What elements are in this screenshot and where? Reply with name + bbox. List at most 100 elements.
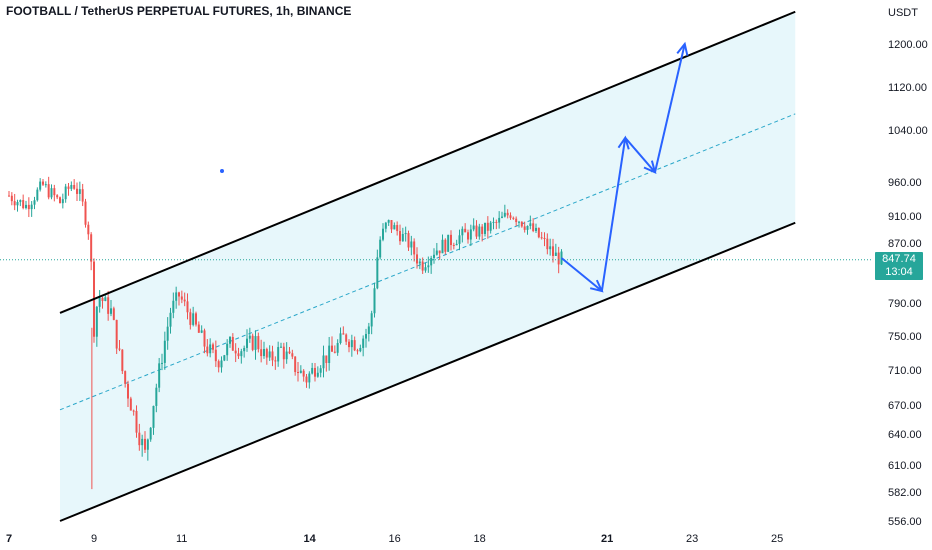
candle-body — [240, 351, 243, 357]
candle-body — [308, 373, 311, 383]
candle-body — [401, 234, 404, 242]
price-axis[interactable]: USDT 1200.00 1120.00 1040.00 960.00 910.00 870… — [888, 7, 928, 528]
candle-body — [195, 313, 197, 325]
candle-body — [387, 220, 390, 223]
price-tick-label: 750.00 — [888, 331, 922, 343]
candle-body — [178, 292, 180, 297]
candle-body — [268, 351, 271, 358]
candle-body — [10, 195, 13, 202]
candle-body — [78, 189, 81, 194]
candle-body — [546, 238, 549, 250]
time-axis[interactable]: 7 9 11 14 16 18 21 23 25 — [6, 533, 783, 545]
candle-body — [484, 222, 486, 234]
candle-body — [44, 184, 47, 186]
candle-body — [404, 233, 407, 235]
candle-body — [367, 326, 370, 334]
candle-body — [104, 297, 107, 302]
candle-body — [189, 312, 192, 325]
candle-body — [297, 372, 299, 374]
candle-body — [59, 197, 61, 204]
projection-arrow-3 — [624, 137, 656, 173]
candle-body — [107, 297, 110, 314]
candle-body — [115, 319, 118, 349]
candle-body — [469, 229, 472, 240]
date-tick-label: 18 — [474, 533, 486, 545]
price-tick-label: 870.00 — [888, 238, 922, 250]
candle-body — [515, 218, 518, 223]
candle-body — [246, 338, 248, 348]
candle-body — [336, 343, 339, 353]
price-tick-label: 582.00 — [888, 487, 922, 499]
candle-body — [549, 246, 552, 250]
candle-body — [342, 333, 345, 335]
candle-body — [421, 261, 424, 271]
candle-body — [254, 336, 257, 350]
candle-body — [393, 225, 396, 230]
candle-body — [274, 360, 277, 362]
candle-body — [376, 257, 379, 289]
price-tick-label: 1120.00 — [888, 82, 927, 94]
candle-body — [135, 410, 138, 433]
candle-body — [291, 353, 294, 357]
candle-body — [237, 353, 240, 357]
candle-body — [132, 410, 135, 412]
candle-body — [180, 296, 183, 300]
candle-body — [25, 204, 27, 209]
candle-body — [333, 351, 336, 353]
candle-body — [223, 355, 226, 361]
candle-body — [217, 361, 220, 368]
date-tick-label: 14 — [304, 533, 317, 545]
candle-body — [424, 267, 427, 271]
projection-arrow-2 — [600, 137, 627, 292]
candle-body — [192, 313, 195, 325]
candle-body — [481, 226, 484, 234]
candle-body — [172, 300, 175, 313]
candle-body — [458, 235, 461, 244]
channel-midline — [59, 113, 796, 411]
price-tick-label: 710.00 — [888, 365, 922, 377]
candle-body — [359, 347, 362, 352]
candle-body — [203, 330, 206, 347]
candle-body — [435, 250, 438, 255]
candle-body — [294, 356, 297, 373]
candle-body — [316, 372, 319, 377]
candle-body — [124, 371, 127, 384]
candle-body — [413, 241, 416, 255]
candle-body — [36, 189, 39, 201]
candle-body — [523, 226, 526, 230]
candle-body — [22, 200, 25, 209]
candle-body — [379, 239, 382, 258]
candle-body — [450, 234, 452, 246]
candle-body — [81, 189, 84, 202]
candle-body — [231, 337, 234, 351]
candle-body — [229, 337, 231, 344]
candle-body — [557, 252, 560, 265]
candle-body — [362, 338, 365, 348]
candle-body — [430, 257, 433, 266]
projection-arrowhead-4 — [676, 41, 689, 56]
candle-body — [149, 427, 152, 440]
candle-body — [461, 228, 464, 236]
candle-body — [101, 297, 104, 302]
date-tick-label: 16 — [389, 533, 401, 545]
candle-body — [543, 237, 546, 239]
candle-body — [73, 185, 76, 189]
candle-body — [76, 188, 78, 194]
candle-body — [251, 335, 254, 350]
candle-body — [260, 349, 263, 357]
candle-body — [163, 340, 166, 363]
date-tick-label: 11 — [176, 533, 187, 545]
projection-arrow-1 — [560, 257, 603, 292]
candle-body — [161, 362, 163, 364]
bar-countdown: 13:04 — [885, 266, 913, 278]
candle-body — [399, 231, 401, 242]
price-tick-label: 670.00 — [888, 400, 922, 412]
candle-body — [144, 438, 146, 450]
price-tick-label: 910.00 — [888, 211, 922, 223]
candle-body — [509, 215, 512, 218]
candle-body — [200, 330, 203, 333]
candle-body — [186, 301, 189, 313]
candle-body — [350, 340, 353, 348]
price-tick-label: 790.00 — [888, 298, 922, 310]
